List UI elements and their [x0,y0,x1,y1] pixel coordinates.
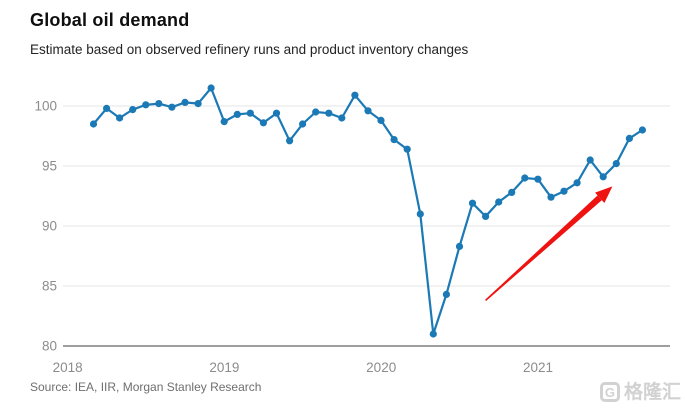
annotation-arrow-shaft [485,195,602,301]
data-point [560,187,568,195]
data-point [233,110,241,118]
watermark: G 格隆汇 [599,381,681,403]
data-point [181,98,189,106]
data-point [299,120,307,128]
data-point [429,330,437,338]
data-point [142,101,150,109]
y-tick-label: 100 [34,99,57,114]
data-point [442,290,450,298]
source-note: Source: IEA, IIR, Morgan Stanley Researc… [30,380,262,394]
data-point [390,136,398,144]
data-point [495,198,503,206]
y-tick-label: 85 [42,279,57,294]
watermark-text: 格隆汇 [623,381,681,403]
data-point [521,174,529,182]
data-point [599,173,607,181]
y-tick-label: 95 [42,159,57,174]
x-tick-label-2018: 2018 [53,360,83,375]
data-point [155,100,163,108]
y-tick-label: 90 [42,219,57,234]
data-point [416,210,424,218]
data-point [573,179,581,187]
data-point [116,114,124,122]
y-tick-label: 80 [42,339,57,354]
x-tick-label-2019: 2019 [209,360,239,375]
data-point [103,104,111,112]
page-title: Global oil demand [30,10,190,30]
data-point [508,188,516,196]
x-tick-label-2020: 2020 [366,360,396,375]
gelonghui-logo-icon: G [599,382,620,402]
x-tick-label-2021: 2021 [523,360,553,375]
data-point [351,91,359,99]
data-point [325,109,333,117]
data-point [612,160,620,168]
data-point [455,242,464,250]
data-point [259,119,267,127]
data-point [312,108,320,116]
chart-subtitle: Estimate based on observed refinery runs… [30,42,469,57]
data-point [194,100,202,108]
data-point [89,120,98,128]
data-point [377,116,385,124]
data-point [482,212,490,220]
data-point [129,106,137,114]
data-point [286,137,294,145]
data-point [547,193,555,201]
data-point [220,118,228,126]
data-point [338,114,346,122]
data-point [586,156,594,164]
data-point [272,109,281,117]
data-point [364,107,372,115]
data-point [207,84,215,92]
data-point [638,126,647,134]
data-point [403,145,411,153]
annotation-arrow-head [595,186,613,203]
data-point [468,199,477,207]
demand-line [92,86,644,336]
data-point [246,109,254,117]
data-point [625,134,634,142]
data-point [534,175,542,183]
data-point [168,103,176,111]
